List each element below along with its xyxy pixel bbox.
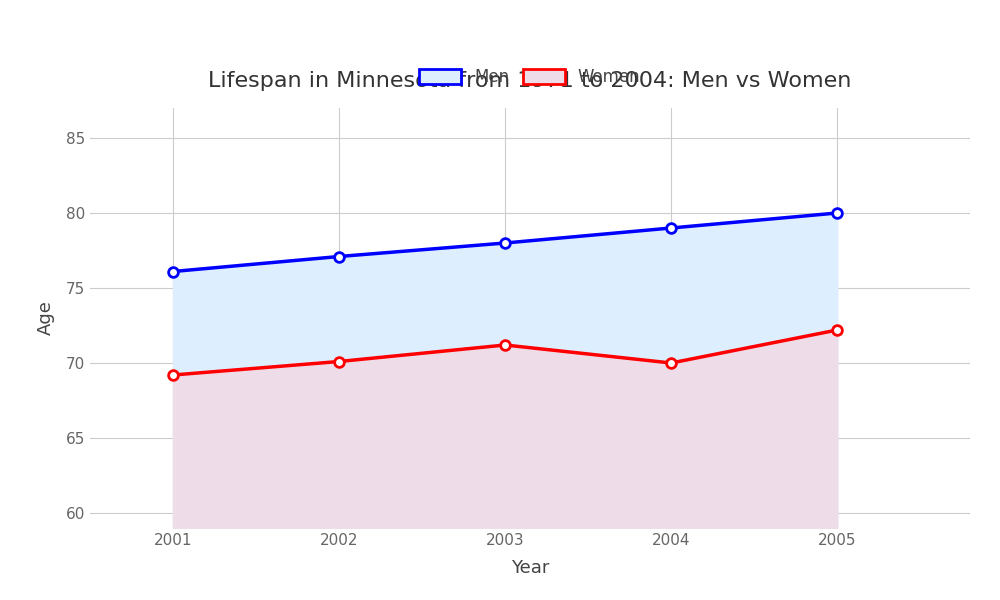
Title: Lifespan in Minnesota from 1971 to 2004: Men vs Women: Lifespan in Minnesota from 1971 to 2004:… (208, 71, 852, 91)
Y-axis label: Age: Age (37, 301, 55, 335)
Legend: Men, Women: Men, Women (413, 62, 647, 93)
X-axis label: Year: Year (511, 559, 549, 577)
